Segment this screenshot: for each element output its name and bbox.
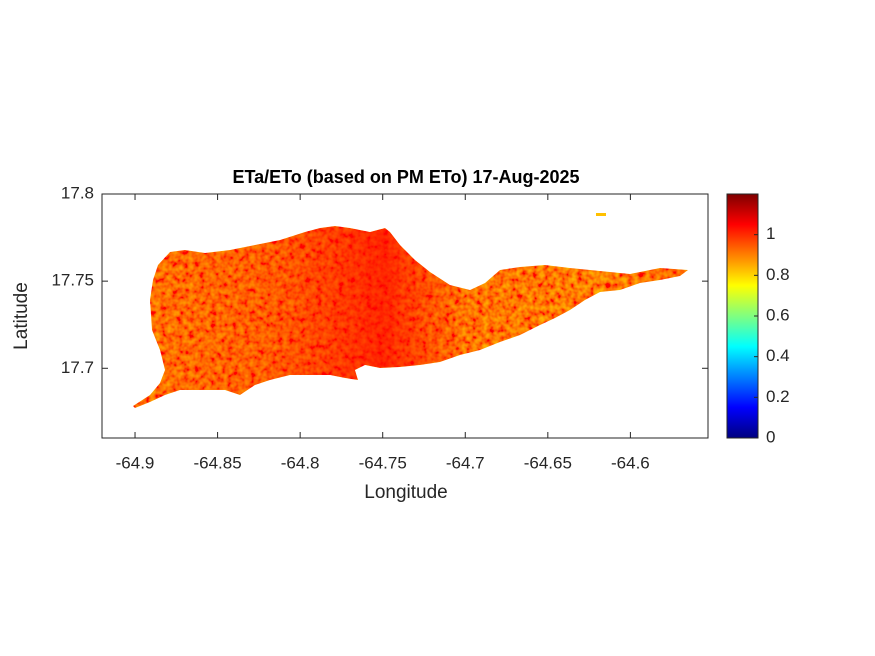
x-tick-label: -64.9	[116, 453, 155, 472]
x-tick-label: -64.75	[359, 453, 407, 472]
x-tick-label: -64.65	[524, 453, 572, 472]
x-axis-label: Longitude	[364, 482, 447, 503]
colorbar-tick-label: 1	[766, 224, 775, 243]
y-tick-label: 17.8	[61, 183, 94, 202]
y-tick-label: 17.75	[51, 271, 94, 290]
colorbar-tick-label: 0.8	[766, 265, 790, 284]
x-tick-label: -64.8	[281, 453, 320, 472]
x-tick-label: -64.6	[611, 453, 650, 472]
y-tick-label: 17.7	[61, 358, 94, 377]
x-tick-label: -64.85	[193, 453, 241, 472]
chart-title: ETa/ETo (based on PM ETo) 17-Aug-2025	[232, 167, 579, 187]
colorbar	[726, 193, 759, 439]
colorbar-tick-label: 0.2	[766, 387, 790, 406]
islet	[596, 213, 606, 216]
colorbar-tick-label: 0.4	[766, 346, 790, 365]
colorbar-tick-label: 0.6	[766, 305, 790, 324]
x-tick-label: -64.7	[446, 453, 485, 472]
colorbar-tick-label: 0	[766, 427, 775, 446]
island-map	[133, 226, 688, 408]
y-axis-label: Latitude	[11, 282, 32, 350]
